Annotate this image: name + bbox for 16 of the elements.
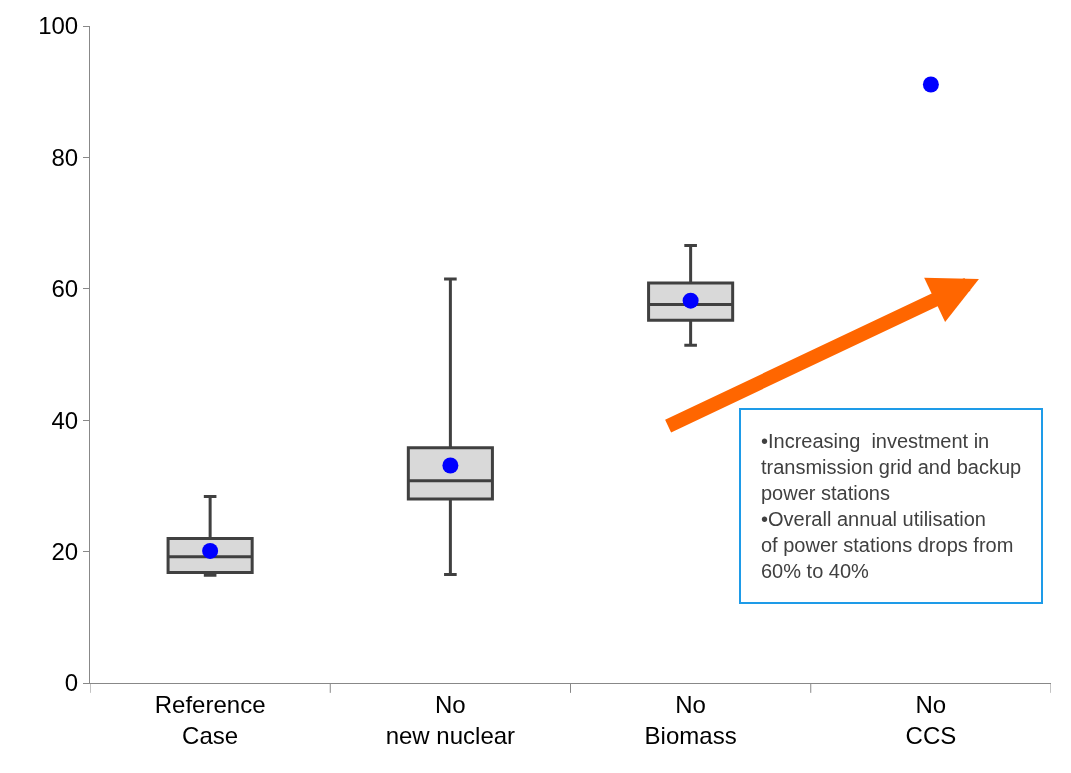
y-tick-label: 40: [51, 406, 79, 434]
y-tick-label: 60: [51, 275, 79, 303]
x-tick-label: No new nuclear: [385, 690, 516, 749]
point: [202, 542, 219, 559]
y-tick-label: 100: [38, 12, 79, 40]
y-tick-label: 0: [64, 669, 79, 697]
point: [922, 76, 939, 93]
x-tick-label: No Biomass: [644, 690, 737, 749]
y-tick-label: 80: [51, 143, 79, 171]
annotation: •Increasing investment in transmission grid and backup power stations: [761, 430, 1022, 504]
y-tick-label: 20: [51, 538, 79, 565]
point: [442, 457, 459, 474]
x-tick-label: No CCS: [905, 690, 957, 749]
point: [682, 292, 699, 309]
annotation: •Overall annual utilisation of power stations drops from 60% to 40%: [761, 508, 1014, 582]
x-tick-label: Reference Case: [154, 690, 266, 749]
